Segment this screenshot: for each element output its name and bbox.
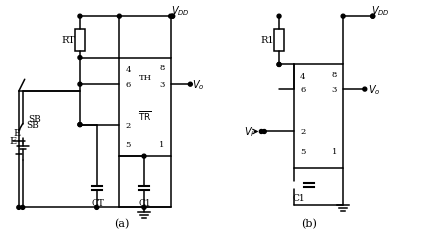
Text: 8: 8	[331, 71, 337, 79]
Text: 4: 4	[126, 66, 131, 74]
Circle shape	[371, 15, 374, 19]
Circle shape	[78, 123, 82, 127]
Circle shape	[259, 130, 263, 134]
Text: (a): (a)	[114, 218, 129, 228]
Text: R1: R1	[260, 36, 274, 45]
Circle shape	[142, 206, 146, 210]
Text: (b): (b)	[301, 218, 317, 228]
Text: $V_i$: $V_i$	[244, 125, 255, 139]
Text: C1: C1	[292, 193, 305, 202]
Text: 1: 1	[331, 148, 337, 155]
Circle shape	[78, 56, 82, 60]
Text: CT: CT	[91, 198, 104, 207]
Circle shape	[277, 15, 281, 19]
Bar	[75, 30, 85, 52]
Bar	[274, 30, 284, 52]
Text: E: E	[9, 136, 17, 145]
Text: 2: 2	[300, 128, 305, 136]
Circle shape	[21, 206, 25, 210]
Text: 3: 3	[159, 81, 164, 89]
Circle shape	[142, 155, 146, 158]
Text: RT: RT	[61, 36, 75, 45]
Text: SB: SB	[26, 121, 39, 130]
Text: C1: C1	[139, 198, 151, 207]
Circle shape	[341, 15, 345, 19]
Text: 2: 2	[126, 121, 131, 129]
Text: $V_{DD}$: $V_{DD}$	[371, 4, 389, 18]
Text: TH: TH	[138, 74, 152, 82]
Circle shape	[95, 206, 99, 210]
Circle shape	[78, 123, 82, 127]
Circle shape	[262, 130, 266, 134]
Circle shape	[78, 83, 82, 87]
Text: 3: 3	[331, 86, 337, 94]
Circle shape	[277, 63, 281, 67]
Circle shape	[277, 63, 281, 67]
Text: 8: 8	[159, 64, 164, 72]
Circle shape	[118, 15, 121, 19]
Circle shape	[78, 15, 82, 19]
Circle shape	[371, 15, 374, 19]
Circle shape	[171, 15, 175, 19]
Text: 5: 5	[300, 148, 305, 155]
Text: $\overline{\rm TR}$: $\overline{\rm TR}$	[138, 108, 152, 122]
Circle shape	[171, 15, 175, 19]
Bar	[294, 65, 343, 168]
Text: $V_{DD}$: $V_{DD}$	[171, 4, 190, 18]
Circle shape	[17, 206, 21, 210]
Text: $V_o$: $V_o$	[368, 83, 381, 97]
Circle shape	[363, 88, 367, 92]
Bar	[119, 58, 171, 156]
Text: 4: 4	[300, 73, 305, 81]
Text: E: E	[13, 128, 20, 137]
Circle shape	[169, 15, 173, 19]
Text: 1: 1	[159, 141, 164, 149]
Text: 6: 6	[300, 86, 305, 94]
Circle shape	[188, 83, 192, 87]
Text: $V_o$: $V_o$	[192, 78, 204, 92]
Text: 5: 5	[126, 141, 131, 149]
Text: 6: 6	[126, 81, 131, 89]
Text: SB: SB	[28, 115, 41, 124]
